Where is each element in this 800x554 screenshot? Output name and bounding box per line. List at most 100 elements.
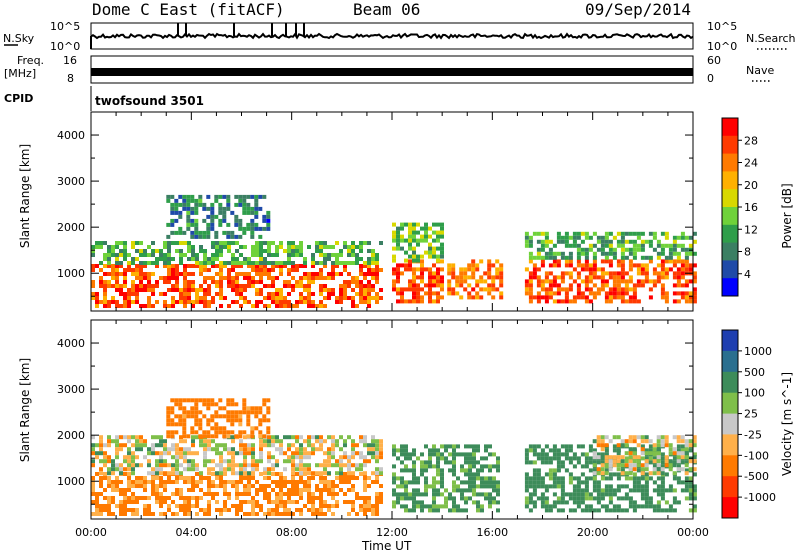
data-cell (295, 455, 299, 460)
data-cell (123, 292, 127, 296)
data-cell (155, 500, 159, 504)
data-cell (194, 406, 199, 411)
data-cell (287, 480, 291, 484)
data-cell (283, 249, 287, 253)
data-cell (206, 194, 211, 199)
data-cell (247, 492, 251, 496)
data-cell (335, 264, 339, 268)
data-cell (223, 276, 227, 280)
data-cell (279, 245, 283, 249)
data-cell (416, 230, 420, 235)
data-cell (202, 234, 207, 239)
data-cell (408, 456, 412, 461)
data-cell (452, 480, 456, 485)
data-cell (656, 279, 661, 284)
data-cell (568, 460, 573, 465)
data-cell (684, 496, 689, 501)
data-cell (640, 439, 645, 444)
data-cell (251, 512, 255, 516)
data-cell (267, 253, 271, 257)
data-cell (174, 398, 179, 403)
data-cell (688, 235, 693, 240)
data-cell (676, 271, 681, 276)
data-cell (191, 435, 195, 440)
data-cell (440, 259, 444, 264)
data-cell (648, 231, 653, 236)
data-cell (664, 235, 669, 240)
data-cell (299, 249, 303, 253)
data-cell (111, 296, 115, 300)
data-cell (463, 271, 468, 276)
data-cell (219, 241, 223, 245)
data-cell (218, 218, 223, 223)
data-cell (616, 435, 621, 440)
data-cell (484, 476, 488, 481)
data-cell (359, 467, 363, 472)
data-cell (291, 459, 295, 464)
data-cell (680, 243, 685, 248)
data-cell (584, 484, 589, 489)
data-cell (226, 410, 231, 415)
data-cell (182, 422, 187, 427)
data-cell (404, 492, 408, 497)
data-cell (660, 484, 665, 489)
data-cell (259, 245, 263, 249)
data-cell (198, 230, 203, 235)
data-cell (127, 455, 131, 460)
data-cell (612, 472, 617, 477)
data-cell (652, 279, 657, 284)
data-cell (596, 439, 601, 444)
data-cell (235, 300, 239, 304)
data-cell (488, 444, 492, 449)
data-cell (230, 402, 235, 407)
data-cell (198, 422, 203, 427)
data-cell (115, 435, 119, 440)
data-cell (139, 443, 143, 448)
data-cell (447, 283, 452, 288)
data-cell (299, 447, 303, 452)
data-cell (440, 250, 444, 255)
data-cell (408, 283, 412, 288)
data-cell (576, 500, 581, 505)
data-cell (258, 194, 263, 199)
data-cell (227, 480, 231, 484)
data-cell (564, 295, 569, 300)
data-cell (436, 480, 440, 485)
data-cell (592, 451, 597, 456)
data-cell (307, 296, 311, 300)
data-cell (190, 414, 195, 419)
data-cell (230, 414, 235, 419)
data-cell (119, 288, 123, 292)
data-cell (616, 459, 621, 464)
data-cell (190, 234, 195, 239)
data-cell (147, 463, 151, 468)
data-cell (444, 460, 448, 465)
data-cell (155, 284, 159, 288)
data-cell (266, 418, 271, 423)
data-cell (275, 292, 279, 296)
colorbar-tick-label: 100 (744, 387, 765, 400)
data-cell (528, 480, 533, 485)
data-cell (195, 257, 199, 261)
data-cell (103, 296, 107, 300)
colorbar-segment (722, 224, 738, 244)
data-cell (347, 463, 351, 468)
data-cell (339, 261, 343, 265)
data-cell (576, 255, 581, 260)
data-cell (175, 480, 179, 484)
data-cell (588, 496, 593, 501)
data-cell (299, 296, 303, 300)
data-cell (195, 480, 199, 484)
data-cell (375, 455, 379, 460)
data-cell (283, 264, 287, 268)
data-cell (379, 484, 383, 488)
data-cell (287, 253, 291, 257)
data-cell (331, 272, 335, 276)
data-cell (404, 222, 408, 227)
data-cell (592, 267, 597, 272)
data-cell (572, 235, 577, 240)
data-cell (351, 288, 355, 292)
data-cell (652, 247, 657, 252)
data-cell (596, 496, 601, 501)
